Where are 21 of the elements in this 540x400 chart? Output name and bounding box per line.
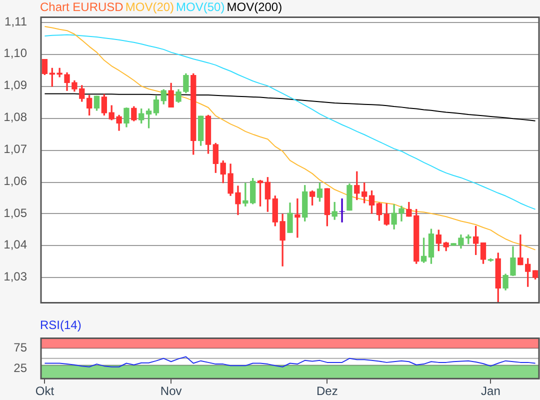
text: MOV(50): [176, 0, 225, 14]
y-tick-label: 1,07: [4, 142, 28, 156]
text: MOV(200): [226, 0, 282, 14]
chart-title: Chart EURUSD: [40, 0, 124, 14]
text: RSI(14): [40, 318, 82, 332]
y-tick-label: 1,04: [4, 238, 28, 252]
y-tick-label: 1,03: [4, 270, 28, 284]
x-tick-label: Jan: [481, 384, 500, 398]
y-tick-label: 1,06: [4, 174, 28, 188]
y-tick-label: 25: [14, 360, 28, 375]
text: MOV(20): [125, 0, 174, 14]
candlestick: [339, 198, 345, 222]
y-tick-label: 1,08: [4, 110, 28, 124]
x-tick-label: Dez: [316, 384, 338, 398]
y-tick-label: 1,09: [4, 78, 28, 92]
x-tick-label: Nov: [160, 384, 182, 398]
x-tick-label: Okt: [35, 384, 55, 398]
y-tick-label: 1,11: [4, 14, 28, 28]
y-tick-label: 1,05: [4, 206, 28, 220]
y-tick-label: 75: [14, 340, 28, 355]
y-tick-label: 1,10: [4, 46, 28, 60]
